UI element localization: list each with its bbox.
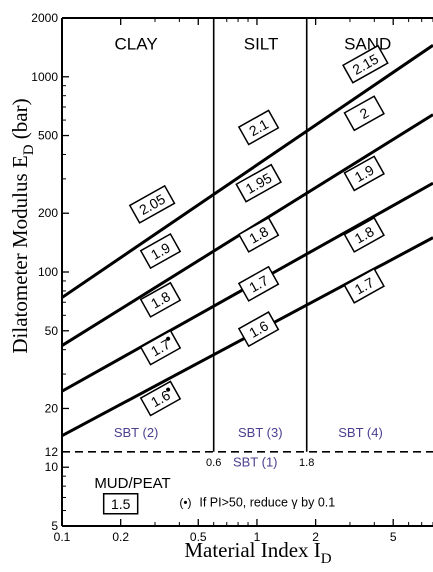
note-marker: (•) — [179, 495, 191, 509]
zone-label: CLAY — [115, 34, 158, 53]
y-axis-label: Dilatometer Modulus ED (bar) — [8, 98, 37, 353]
line-value-box — [342, 44, 389, 84]
zone-boundary-label: 0.6 — [206, 457, 221, 469]
line-value-label: 1.9 — [343, 155, 385, 192]
line-value-label: 1.6 — [139, 380, 182, 417]
sbt-label: SBT (3) — [238, 425, 283, 440]
line-value-box — [128, 184, 176, 224]
line-value-box — [343, 155, 385, 192]
x-tick-label: 1 — [254, 530, 261, 544]
line-value-label: 1.7 — [237, 265, 280, 302]
line-value-box — [139, 281, 182, 318]
y-tick-label: 2000 — [31, 11, 58, 25]
note-text: If PI>50, reduce γ by 0.1 — [199, 495, 335, 509]
line-value-label: 2.05 — [128, 184, 176, 224]
line-value-box — [139, 329, 182, 366]
x-tick-label: 2 — [312, 530, 319, 544]
line-value-label: 1.95 — [235, 163, 282, 203]
y-tick-label: 1000 — [31, 70, 58, 84]
zone-boundary-label: 1.8 — [299, 457, 314, 469]
y-tick-label: 5 — [51, 519, 58, 533]
line-value-label: 1.7 — [343, 267, 385, 304]
zone-label: SAND — [344, 34, 391, 53]
pi-note-dot — [166, 336, 171, 341]
sbt-label: SBT (2) — [114, 425, 159, 440]
line-value-label: 1.7 — [139, 329, 182, 366]
line-value-label: 2.1 — [237, 109, 280, 146]
line-value-box — [237, 311, 280, 348]
region-label: MUD/PEAT — [94, 475, 170, 492]
line-value-label: 1.5 — [102, 493, 139, 515]
line-value-box — [102, 493, 139, 515]
line-value-box — [343, 216, 385, 253]
pi-note-dot — [166, 387, 171, 392]
y-tick-label: 500 — [38, 129, 58, 143]
zone-label: SILT — [244, 34, 279, 53]
sbt-label: SBT (1) — [233, 454, 278, 469]
line-value-box — [139, 380, 182, 417]
line-value-box — [343, 267, 385, 304]
x-tick-label: 0.1 — [54, 530, 71, 544]
line-value-label: 1.8 — [343, 216, 385, 253]
line-value-box — [139, 233, 182, 270]
line-value-label: 1.6 — [237, 311, 280, 348]
sbt-label: SBT (4) — [338, 425, 383, 440]
line-value-label: 2 — [343, 95, 385, 132]
line-value-text: 1.5 — [111, 496, 131, 512]
gamma-line-4 — [62, 44, 433, 299]
y-tick-label: 100 — [38, 265, 58, 279]
y-tick-label: 200 — [38, 206, 58, 220]
y-tick-label: 20 — [45, 401, 59, 415]
y-tick-label: 50 — [45, 324, 59, 338]
line-value-label: 1.8 — [139, 281, 182, 318]
line-value-label: 1.9 — [139, 233, 182, 270]
y-tick-label: 12 — [45, 445, 59, 459]
line-value-box — [237, 216, 280, 253]
line-value-box — [237, 109, 280, 146]
line-value-box — [235, 163, 282, 203]
x-tick-label: 0.2 — [112, 530, 129, 544]
x-axis-label: Material Index ID — [184, 538, 331, 567]
line-value-label: 1.8 — [237, 216, 280, 253]
line-value-box — [343, 95, 385, 132]
y-tick-label: 10 — [45, 460, 59, 474]
x-tick-label: 0.5 — [190, 530, 207, 544]
x-tick-label: 5 — [390, 530, 397, 544]
line-value-box — [237, 265, 280, 302]
